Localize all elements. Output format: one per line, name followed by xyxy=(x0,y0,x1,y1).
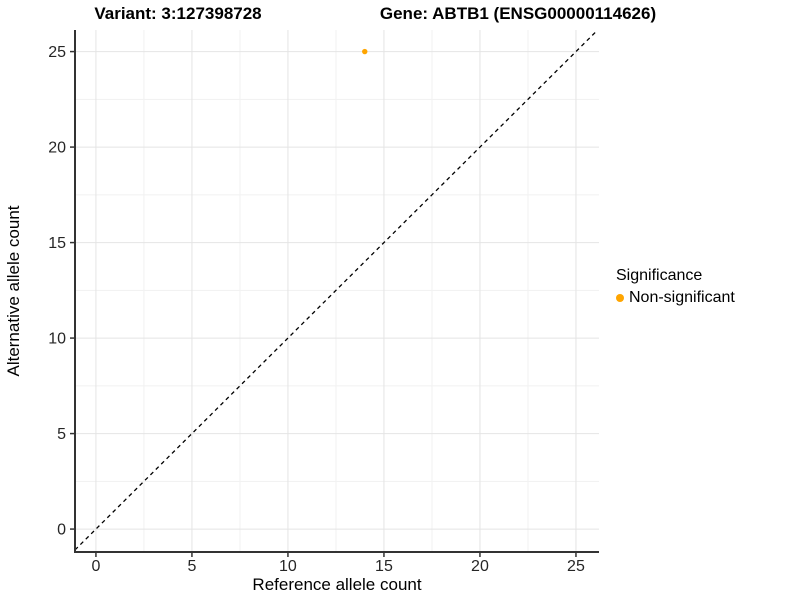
x-tick-label: 10 xyxy=(279,558,297,575)
plot-title-gene: Gene: ABTB1 (ENSG00000114626) xyxy=(379,4,657,23)
x-tick-label: 0 xyxy=(91,558,100,575)
y-tick-label: 10 xyxy=(48,331,66,348)
legend-items: Non-significant xyxy=(616,289,735,307)
x-tick-label: 20 xyxy=(471,558,489,575)
legend-item-label: Non-significant xyxy=(629,289,735,306)
y-tick-label: 25 xyxy=(48,44,66,61)
y-axis-title: Alternative allele count xyxy=(4,205,23,377)
legend-point-icon xyxy=(616,294,624,302)
y-tick-label: 20 xyxy=(48,140,66,157)
legend: Significance Non-significant xyxy=(616,267,735,307)
x-tick-label: 15 xyxy=(375,558,393,575)
legend-item: Non-significant xyxy=(616,289,735,307)
identity-reference-line xyxy=(74,29,599,551)
x-axis-title: Reference allele count xyxy=(252,575,422,594)
x-tick-label: 5 xyxy=(187,558,196,575)
x-tick-label: 25 xyxy=(567,558,585,575)
y-tick-label: 0 xyxy=(57,522,66,539)
y-tick-label: 5 xyxy=(57,426,66,443)
legend-title: Significance xyxy=(616,267,703,284)
y-tick-label: 15 xyxy=(48,235,66,252)
plot-title-variant: Variant: 3:127398728 xyxy=(94,4,262,23)
data-point[interactable] xyxy=(362,48,368,55)
